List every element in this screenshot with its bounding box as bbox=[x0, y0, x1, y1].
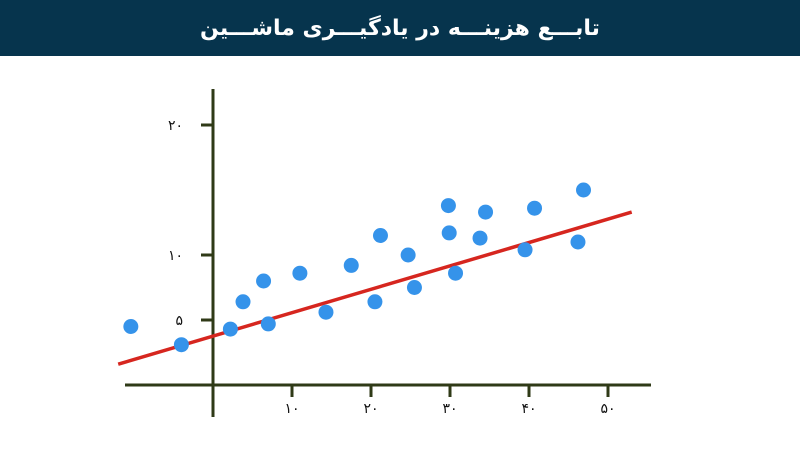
data-point bbox=[260, 316, 276, 332]
x-tick-label: ۲۰ bbox=[363, 401, 378, 417]
data-point bbox=[576, 182, 592, 198]
data-point bbox=[570, 234, 586, 250]
data-point bbox=[400, 247, 416, 263]
y-tick-label: ۵ bbox=[175, 313, 183, 329]
data-point bbox=[440, 198, 456, 214]
data-point bbox=[527, 200, 543, 216]
data-point bbox=[222, 321, 238, 337]
data-points bbox=[123, 182, 592, 353]
x-tick-label: ۵۰ bbox=[600, 401, 615, 417]
data-point bbox=[343, 257, 359, 273]
x-tick-label: ۴۰ bbox=[521, 401, 536, 417]
y-tick-label: ۱۰ bbox=[168, 248, 183, 264]
x-tick-label: ۳۰ bbox=[442, 401, 457, 417]
regression-line bbox=[117, 210, 633, 366]
page-title: تابـــع هزینـــه در یادگیـــری ماشـــین bbox=[200, 15, 600, 41]
data-point bbox=[517, 242, 533, 258]
data-point bbox=[173, 337, 189, 353]
regression-line-layer bbox=[117, 210, 633, 366]
chart-axes bbox=[125, 89, 651, 417]
x-tick-label: ۱۰ bbox=[284, 401, 299, 417]
y-tick-label: ۲۰ bbox=[168, 118, 183, 134]
tick-labels: ۱۰ ۲۰ ۳۰ ۴۰ ۵۰ ۵ ۱۰ ۲۰ bbox=[168, 118, 616, 417]
data-point bbox=[318, 304, 334, 320]
data-point bbox=[292, 265, 308, 281]
data-point bbox=[441, 225, 457, 241]
data-point bbox=[256, 273, 272, 289]
data-point bbox=[478, 204, 494, 220]
data-point bbox=[372, 228, 388, 243]
data-point bbox=[448, 265, 464, 281]
data-point bbox=[367, 294, 383, 310]
data-point bbox=[406, 280, 422, 295]
data-point bbox=[235, 294, 251, 310]
data-point bbox=[472, 230, 488, 246]
header-bar: تابـــع هزینـــه در یادگیـــری ماشـــین bbox=[0, 0, 800, 56]
data-point bbox=[123, 319, 139, 334]
